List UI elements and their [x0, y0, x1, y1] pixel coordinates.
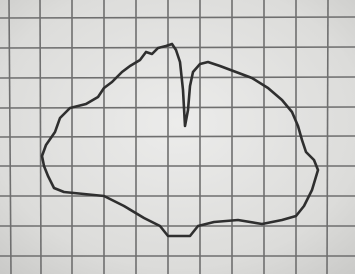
page: {} html, body { margin: 0; padding: 0; w…	[0, 0, 355, 274]
grid-line	[0, 17, 355, 18]
grid-line	[0, 47, 355, 48]
page-body	[0, 0, 355, 274]
grid-paper-photo	[0, 0, 355, 274]
grid-line	[0, 77, 355, 78]
grid-line	[327, 0, 328, 274]
grid-line	[0, 107, 355, 108]
